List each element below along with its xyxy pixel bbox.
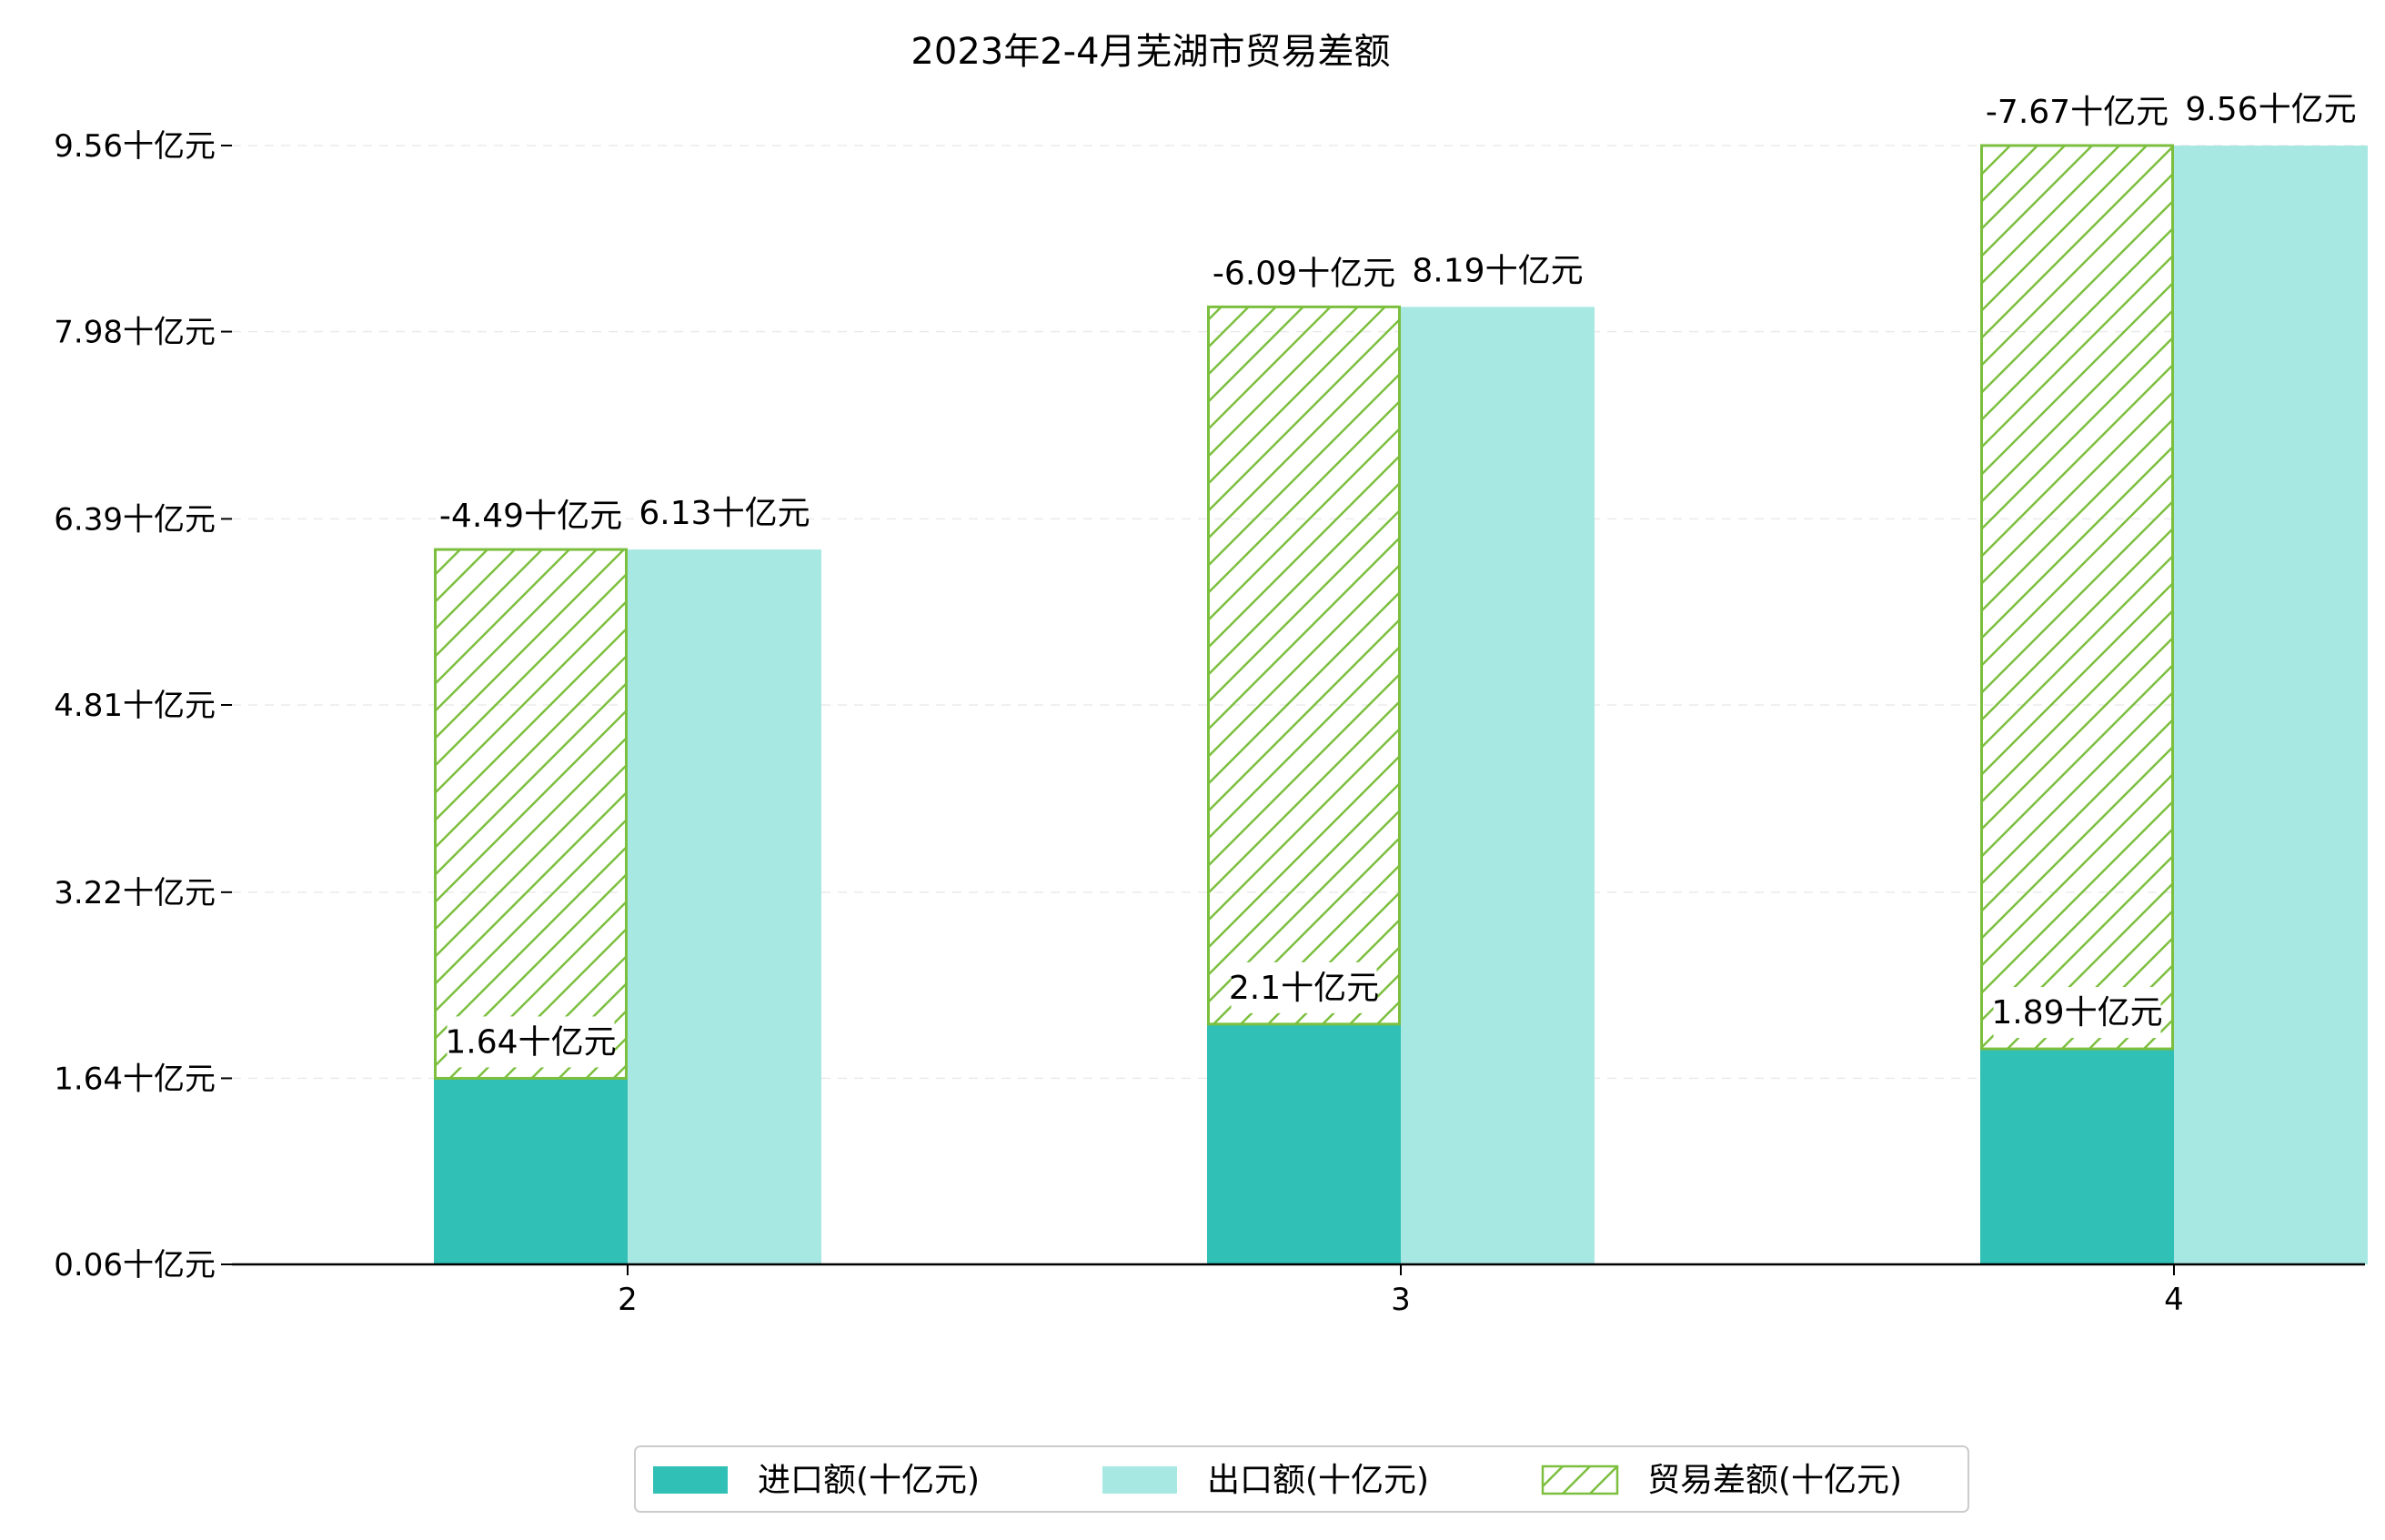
data-label: 1.89十亿元 — [1991, 994, 2162, 1032]
x-tick-label: 2 — [618, 1282, 638, 1318]
data-label: 6.13十亿元 — [639, 495, 810, 532]
legend-swatch-import — [653, 1466, 728, 1494]
legend-box — [634, 1445, 1969, 1513]
import-bar — [434, 1078, 628, 1264]
legend-label: 出口额(十亿元) — [1207, 1462, 1429, 1499]
data-label-background — [2187, 84, 2355, 135]
chart-title: 2023年2-4月芜湖市贸易差额 — [911, 31, 1390, 73]
y-tick-label: 9.56十亿元 — [54, 128, 216, 165]
export-bar — [628, 549, 821, 1264]
legend-label: 贸易差额(十亿元) — [1647, 1462, 1902, 1499]
data-label: 8.19十亿元 — [1412, 252, 1583, 289]
export-bar — [1401, 307, 1595, 1265]
legend-swatch-balance — [1541, 1465, 1619, 1495]
y-tick-label: 7.98十亿元 — [54, 315, 216, 351]
data-label: -6.09十亿元 — [1213, 255, 1395, 292]
data-label-background — [1993, 987, 2161, 1039]
y-tick-label: 6.39十亿元 — [54, 501, 216, 538]
import-bar — [1207, 1023, 1401, 1264]
x-tick-label: 3 — [1391, 1282, 1411, 1318]
export-bar — [2174, 146, 2368, 1264]
data-label-background — [436, 490, 626, 542]
x-tick-label: 4 — [2164, 1282, 2184, 1318]
import-bar — [1980, 1049, 2174, 1264]
data-label: -4.49十亿元 — [439, 498, 622, 535]
y-tick-label: 4.81十亿元 — [54, 688, 216, 724]
data-label-background — [1982, 86, 2172, 137]
legend-label: 进口额(十亿元) — [758, 1462, 980, 1499]
legend-swatch-export — [1102, 1466, 1177, 1494]
trade-balance-bar — [1207, 305, 1401, 1026]
y-tick-label: 0.06十亿元 — [54, 1247, 216, 1283]
y-tick-label: 3.22十亿元 — [54, 875, 216, 911]
data-label: -7.67十亿元 — [1986, 94, 2169, 131]
data-label-background — [1209, 247, 1399, 299]
trade-balance-bar — [1980, 144, 2174, 1051]
data-label-background — [1414, 245, 1582, 297]
data-label: 9.56十亿元 — [2185, 91, 2356, 128]
data-label: 2.1十亿元 — [1229, 970, 1379, 1007]
data-label-background — [447, 1016, 615, 1068]
y-tick-label: 1.64十亿元 — [54, 1061, 216, 1097]
data-label-background — [1231, 961, 1377, 1013]
trade-balance-bar — [434, 548, 628, 1080]
data-label: 1.64十亿元 — [445, 1023, 616, 1061]
data-label-background — [640, 488, 809, 539]
